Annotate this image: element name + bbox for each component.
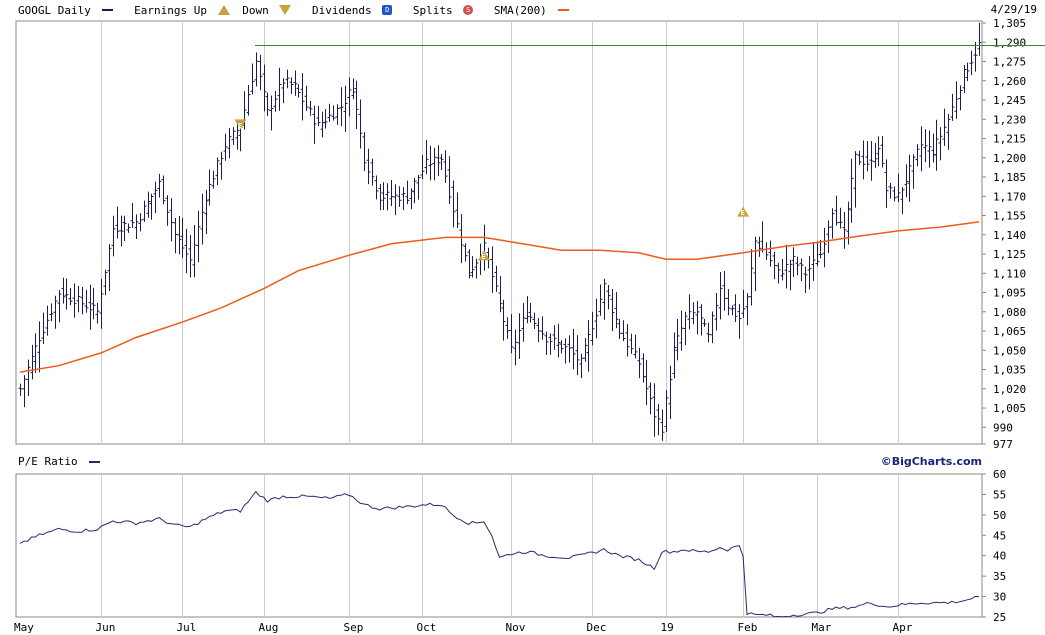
price-panel-border (15, 20, 983, 445)
price-y-tick-label: 1,155 (993, 210, 1026, 223)
price-y-tick-label: 1,230 (993, 113, 1026, 126)
dividends-icon: D (382, 5, 393, 15)
x-tick-label: Apr (893, 621, 913, 634)
x-tick-label: Oct (417, 621, 437, 634)
earnings-up-icon (217, 5, 230, 15)
price-y-tick-label: 1,245 (993, 94, 1026, 107)
sma-label: SMA(200) (493, 3, 547, 17)
price-legend-swatch (102, 9, 114, 11)
x-tick-label: 19 (661, 621, 674, 634)
earnings-up-marker (478, 250, 491, 261)
x-tick-label: May (14, 621, 34, 634)
pe-y-tick-label: 35 (993, 570, 1006, 583)
pe-y-tick-label: 60 (993, 468, 1006, 481)
splits-icon: S (463, 5, 474, 15)
price-y-tick-label: 1,005 (993, 402, 1026, 415)
x-tick-label: Mar (812, 621, 832, 634)
pe-panel-border (15, 473, 983, 618)
price-y-tick-label: 1,185 (993, 171, 1026, 184)
pe-y-tick-label: 25 (993, 611, 1006, 624)
earnings-marker-glyph: E (482, 253, 486, 261)
price-y-tick-label: 990 (993, 421, 1013, 434)
ticker-label: GOOGL Daily (18, 3, 91, 17)
pe-y-tick-label: 45 (993, 529, 1006, 542)
price-y-tick-label: 1,290 (993, 36, 1026, 49)
price-y-tick-label: 1,095 (993, 287, 1026, 300)
x-tick-label: Jun (96, 621, 116, 634)
price-y-tick-label: 1,275 (993, 56, 1026, 69)
legend: GOOGL Daily Earnings Up Down Dividends D… (18, 3, 583, 17)
x-tick-label: Jul (177, 621, 197, 634)
pe-legend-swatch (89, 461, 101, 463)
x-tick-label: Sep (344, 621, 364, 634)
x-tick-label: Aug (259, 621, 279, 634)
splits-label: Splits (412, 3, 453, 17)
price-y-tick-label: 1,080 (993, 306, 1026, 319)
pe-legend: P/E Ratio (18, 455, 101, 468)
pe-ratio-line (19, 490, 980, 618)
pe-y-tick-label: 40 (993, 550, 1006, 563)
price-y-tick-label: 1,110 (993, 267, 1026, 280)
watermark: ©BigCharts.com (880, 455, 982, 468)
earnings-up-label: Earnings Up (134, 3, 207, 17)
x-tick-label: Feb (738, 621, 758, 634)
pe-ratio-label: P/E Ratio (18, 455, 78, 468)
x-tick-label: Nov (506, 621, 526, 634)
price-y-tick-label: 1,020 (993, 383, 1026, 396)
price-y-tick-label: 1,215 (993, 133, 1026, 146)
pe-y-tick-label: 30 (993, 591, 1006, 604)
sma-200-line (19, 221, 980, 373)
price-y-tick-label: 1,125 (993, 248, 1026, 261)
price-y-tick-label: 1,200 (993, 152, 1026, 165)
price-y-tick-label: 1,050 (993, 344, 1026, 357)
price-y-tick-label: 1,170 (993, 190, 1026, 203)
dividends-label: Dividends (311, 3, 372, 17)
pe-y-tick-label: 50 (993, 509, 1006, 522)
price-bars (18, 22, 982, 441)
earnings-marker-glyph: E (238, 122, 242, 130)
pe-y-tick-label: 55 (993, 488, 1006, 501)
price-y-tick-label: 1,035 (993, 364, 1026, 377)
price-y-tick-label: 1,305 (993, 17, 1026, 30)
x-tick-label: Dec (587, 621, 607, 634)
earnings-down-label: Down (242, 3, 269, 17)
price-y-tick-label: 1,065 (993, 325, 1026, 338)
price-y-tick-label: 1,140 (993, 229, 1026, 242)
earnings-down-marker (234, 119, 247, 130)
sma-legend-swatch (558, 9, 570, 11)
earnings-marker-glyph: E (741, 209, 745, 217)
earnings-down-icon (279, 5, 292, 15)
chart-date: 4/29/19 (990, 3, 1037, 16)
earnings-up-marker (737, 206, 750, 217)
price-y-tick-label: 977 (993, 438, 1013, 451)
price-y-tick-label: 1,260 (993, 75, 1026, 88)
